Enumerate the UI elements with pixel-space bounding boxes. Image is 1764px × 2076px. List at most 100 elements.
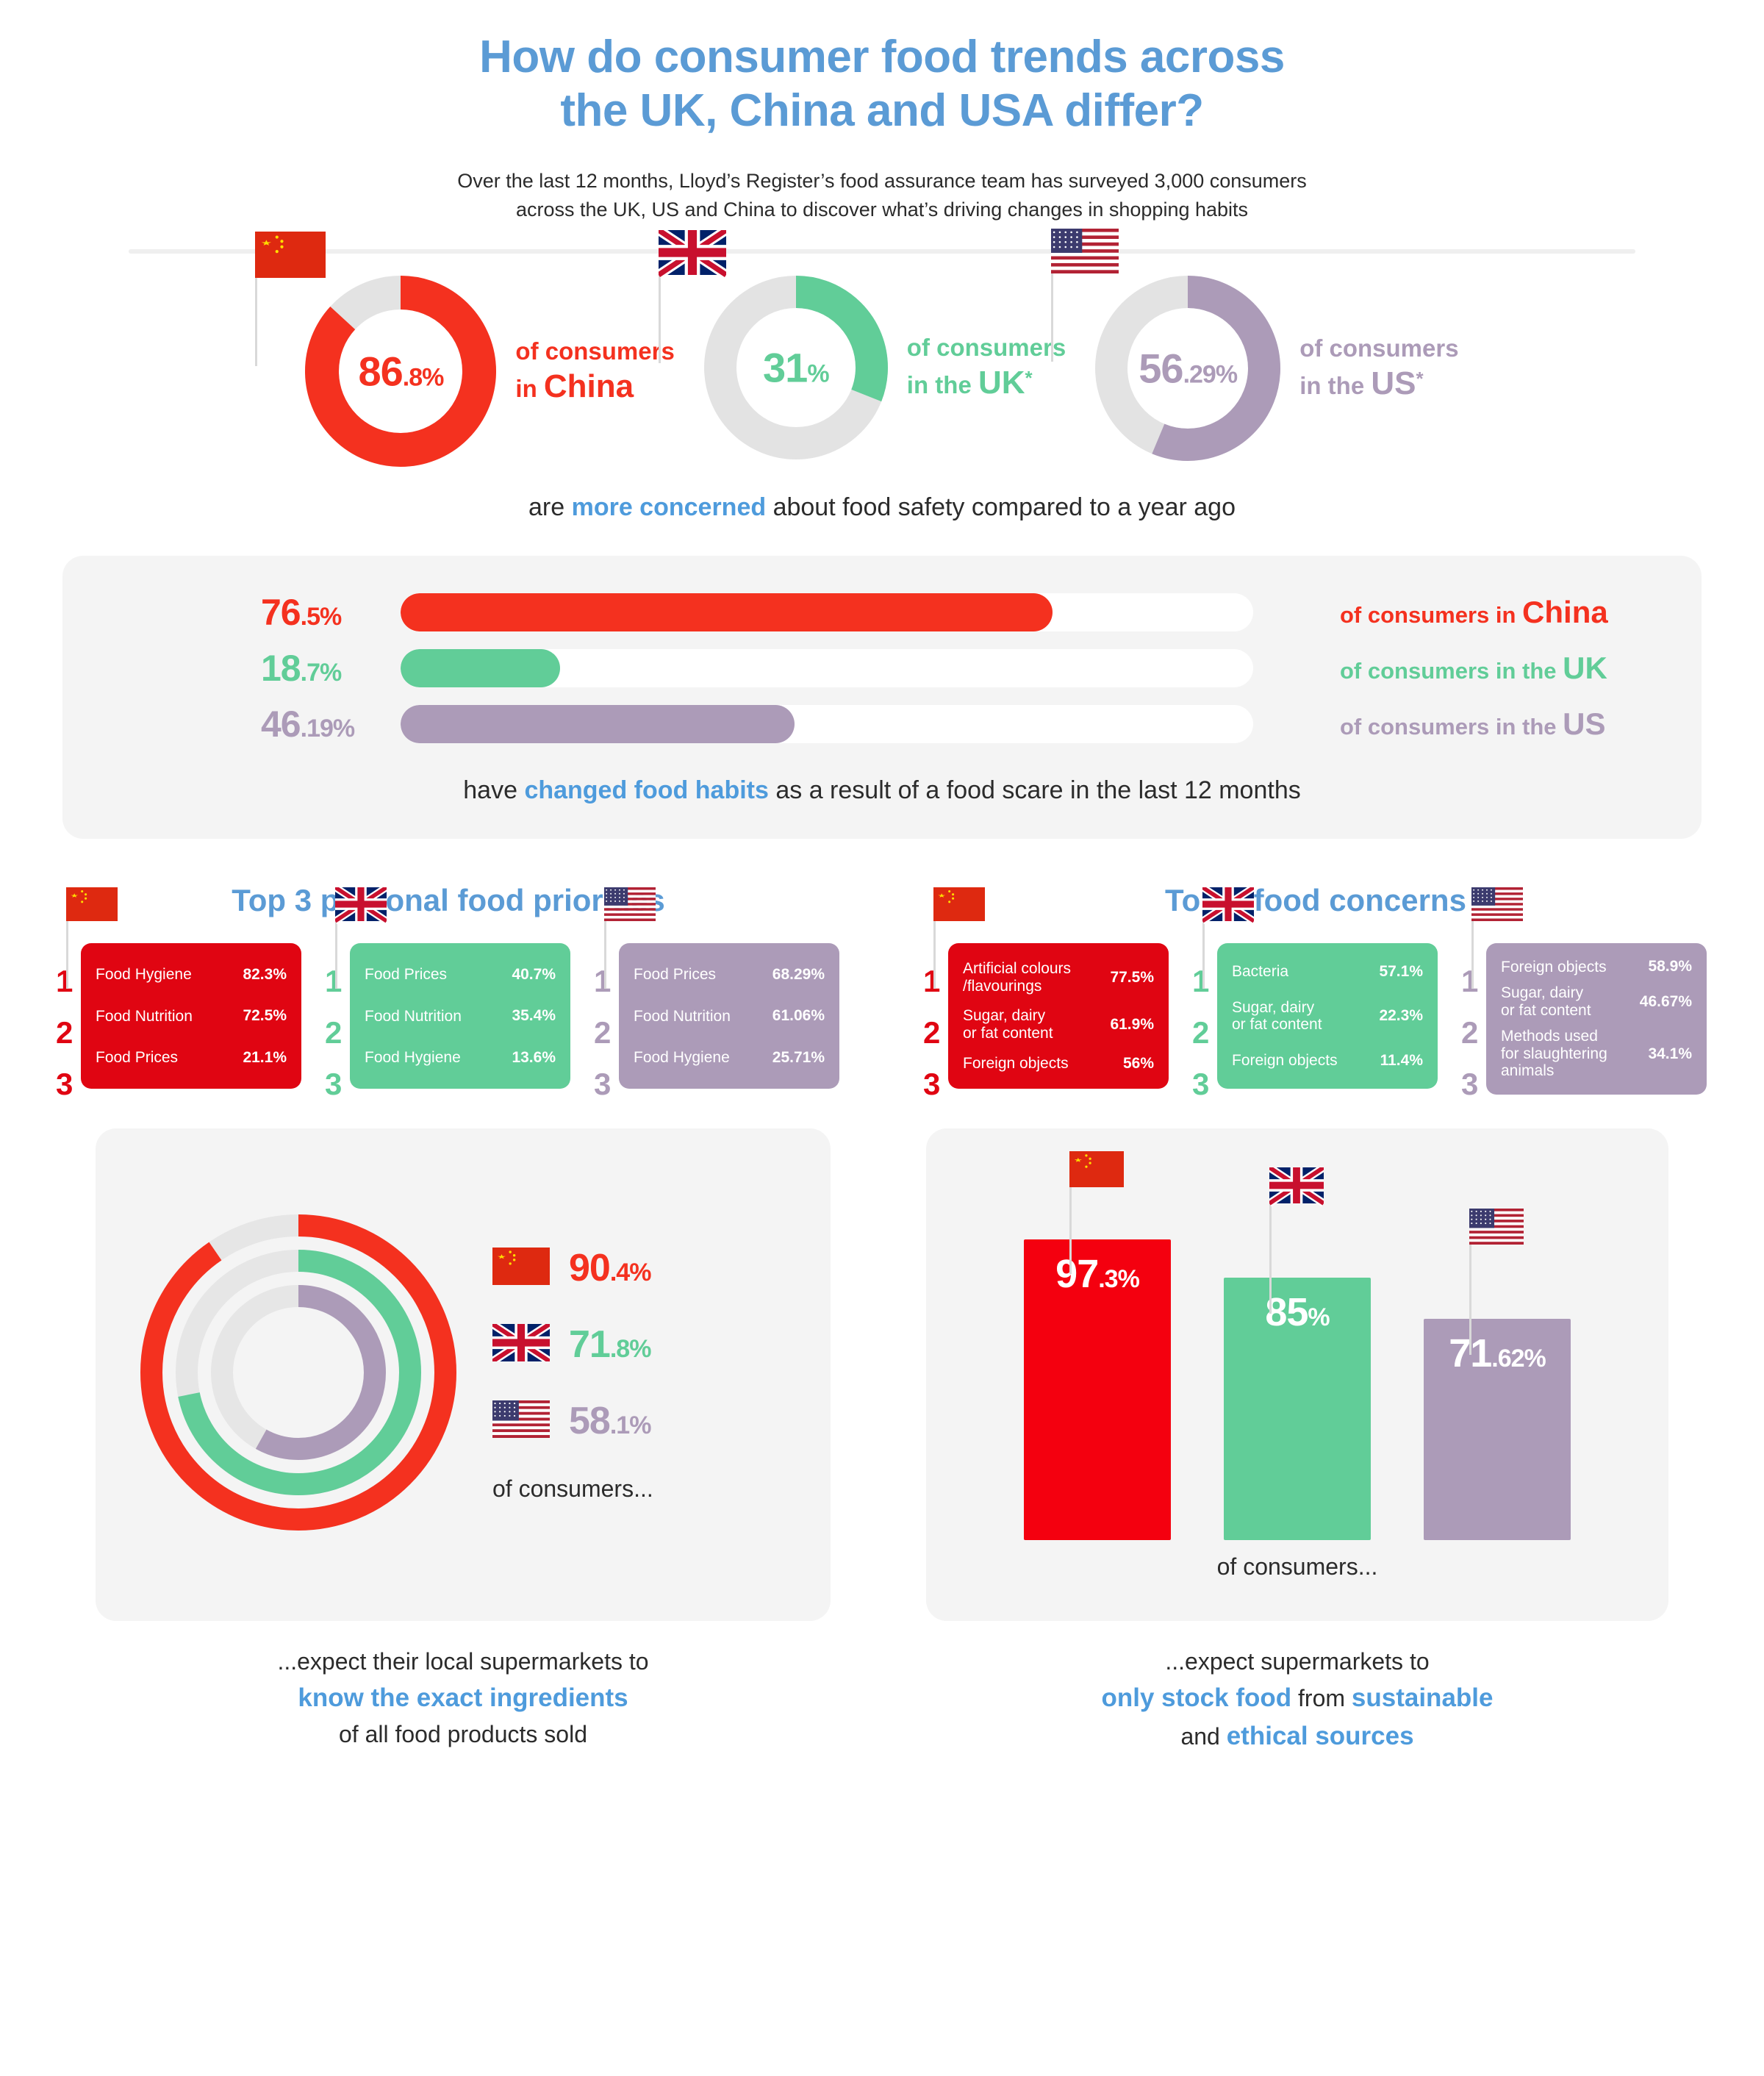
top3-row: Food Prices 21.1% xyxy=(93,1045,290,1071)
habits-bar-list: 76.5% of consumers in China 18.7% of con… xyxy=(62,591,1702,745)
top3-item-name: Food Prices xyxy=(96,1049,179,1067)
title-line-2: the UK, China and USA differ? xyxy=(560,85,1204,136)
donut-unit-china: 86.8% of consumers in China xyxy=(255,232,675,468)
donut-unit-uk: 31% of consumers in the UK* xyxy=(656,226,1066,460)
donut-label-line2: in the US* xyxy=(1299,365,1424,401)
habits-bar-caption: of consumers in China xyxy=(1340,595,1608,630)
top3-item-name: Sugar, dairy or fat content xyxy=(1232,998,1322,1034)
donut-value-china: 86.8% xyxy=(305,348,496,395)
habits-bar-caption: of consumers in the US xyxy=(1340,706,1606,742)
top3-rank: 2 xyxy=(325,1015,343,1050)
us-flag-icon xyxy=(1471,887,1523,992)
top3-rank: 2 xyxy=(56,1015,74,1050)
habits-footer: have changed food habits as a result of … xyxy=(62,776,1702,805)
concerns-cards: 1 2 3 Artificial colours/flavourings 77.5%… xyxy=(911,884,1720,1101)
top3-row: Sugar, dairy or fat content 46.67% xyxy=(1498,980,1695,1023)
sustainable-caption-bold1: only stock food xyxy=(1101,1683,1292,1713)
top3-row: Bacteria 57.1% xyxy=(1229,959,1426,985)
concerns-block: Top 3 food concerns 1 2 3 Artificial colou… xyxy=(911,883,1720,1101)
title-line-1: How do consumer food trends across xyxy=(479,32,1285,82)
top3-item-name: Methods used for slaughtering animals xyxy=(1501,1028,1607,1080)
top3-rank: 3 xyxy=(325,1067,343,1102)
habits-bar-caption: of consumers in the UK xyxy=(1340,651,1607,686)
top3-rank: 3 xyxy=(1192,1067,1210,1102)
habits-bar-caption-pre: of consumers in xyxy=(1340,602,1523,629)
top3-rank: 3 xyxy=(923,1067,941,1102)
donut-value-decimal: .8% xyxy=(402,363,445,392)
top3-rank: 2 xyxy=(923,1015,941,1050)
concern-footer-bold: more concerned xyxy=(571,493,767,522)
top3-item-name: Foreign objects xyxy=(1501,958,1607,976)
habits-footer-post: as a result of a food scare in the last … xyxy=(768,776,1301,805)
sustainable-caption-bold3: ethical sources xyxy=(1226,1722,1414,1751)
top3-item-name: Bacteria xyxy=(1232,963,1289,981)
china-flag-icon xyxy=(1069,1150,1124,1278)
us-flag-icon xyxy=(492,1400,550,1442)
donut-label-line2: in China xyxy=(515,368,634,404)
top3-item-name: Food Nutrition xyxy=(96,1007,193,1025)
ingredients-caption-bold: know the exact ingredients xyxy=(298,1683,628,1713)
top3-card: Bacteria 57.1% Sugar, dairy or fat conten… xyxy=(1217,943,1438,1089)
top3-item-name: Artificial colours/flavourings xyxy=(963,960,1072,995)
sustainable-bar-chart: 97.3% 85% 71.62% xyxy=(926,1128,1668,1540)
donut-label-line1: of consumers xyxy=(515,337,675,365)
sustainable-bar: 85% xyxy=(1224,1164,1371,1540)
top3-section: Top 3 personal food priorities 1 2 3 Food … xyxy=(0,883,1764,1101)
top3-card: Food Prices 68.29% Food Nutrition 61.06%… xyxy=(619,943,839,1089)
donut-label-line1: of consumers xyxy=(906,334,1066,362)
donut-asterisk: * xyxy=(1025,366,1033,389)
donut-label-uk: of consumers in the UK* xyxy=(907,333,1066,402)
top3-row: Food Prices 68.29% xyxy=(631,962,828,988)
top3-item-value: 61.06% xyxy=(772,1007,825,1025)
top3-row: Sugar, dairy or fat content 22.3% xyxy=(1229,995,1426,1038)
uk-flag-icon xyxy=(490,1320,553,1366)
top3-row: Sugar, dairy or fat content 61.9% xyxy=(960,1003,1157,1046)
concern-footer: are more concerned about food safety com… xyxy=(0,493,1764,522)
donut-label-line2: in the UK* xyxy=(906,364,1033,401)
top3-item-name: Sugar, dairy or fat content xyxy=(1501,984,1591,1019)
top3-row: Food Nutrition 61.06% xyxy=(631,1003,828,1029)
habits-bar-value-whole: 76 xyxy=(261,592,301,634)
header-divider xyxy=(129,249,1635,254)
top3-item-value: 25.71% xyxy=(772,1048,825,1066)
sustainable-caption: ...expect supermarkets to only stock foo… xyxy=(926,1644,1668,1755)
rings-legend-item: 90.4% xyxy=(492,1246,653,1290)
donut-label-us: of consumers in the US* xyxy=(1299,334,1458,403)
donut-asterisk: * xyxy=(1416,367,1424,390)
top3-item-value: 46.67% xyxy=(1639,992,1692,1010)
sustainable-caption-bold2: sustainable xyxy=(1351,1683,1494,1713)
top3-item-value: 11.4% xyxy=(1380,1051,1423,1069)
habits-bar-value-whole: 18 xyxy=(261,648,301,690)
rings-legend-item: 71.8% xyxy=(490,1320,653,1367)
top3-card-group: 1 2 3 Artificial colours/flavourings 77.5%… xyxy=(923,887,1169,1101)
habits-bar-value: 76.5% xyxy=(261,591,401,634)
top3-rank: 1 xyxy=(923,964,941,999)
top3-item-value: 35.4% xyxy=(512,1007,556,1025)
us-flag-icon xyxy=(604,887,656,992)
habits-bar-value: 46.19% xyxy=(261,703,401,745)
top3-item-value: 57.1% xyxy=(1379,962,1423,980)
top3-card-group: 1 2 3 Bacteria 57.1% Sugar, dairy or fat co… xyxy=(1192,884,1438,1101)
donut-country-name: China xyxy=(543,368,634,404)
habits-bar-country: China xyxy=(1522,595,1608,630)
ingredients-panel: 90.4% 71.8% 58.1% of consumers... xyxy=(96,1128,831,1621)
rings-legend: 90.4% 71.8% 58.1% of consumers... xyxy=(490,1246,653,1503)
donut-value-whole: 31 xyxy=(763,344,808,391)
top3-row: Food Hygiene 13.6% xyxy=(362,1045,559,1071)
habits-bar-track xyxy=(401,593,1253,632)
donut-value-decimal: .29% xyxy=(1183,360,1238,389)
top3-row: Foreign objects 11.4% xyxy=(1229,1048,1426,1074)
ingredients-caption: ...expect their local supermarkets to kn… xyxy=(96,1644,831,1755)
sustainable-bar: 71.62% xyxy=(1424,1208,1571,1540)
sustainable-bar-rect: 85% xyxy=(1224,1277,1371,1540)
rings-value-whole: 58 xyxy=(569,1400,611,1443)
donut-country-name: UK xyxy=(978,364,1025,401)
top3-item-value: 77.5% xyxy=(1110,968,1154,986)
top3-rank: 1 xyxy=(56,964,74,999)
habits-bar-value-decimal: .5% xyxy=(300,603,343,631)
subtitle-line-2: across the UK, US and China to discover … xyxy=(515,198,1249,221)
top3-item-value: 61.9% xyxy=(1110,1015,1154,1033)
sustainable-panel: 97.3% 85% 71.62% of consumers... xyxy=(926,1128,1668,1621)
top3-card: Food Prices 40.7% Food Nutrition 35.4% F… xyxy=(350,943,570,1089)
habits-bar-fill xyxy=(401,649,560,688)
